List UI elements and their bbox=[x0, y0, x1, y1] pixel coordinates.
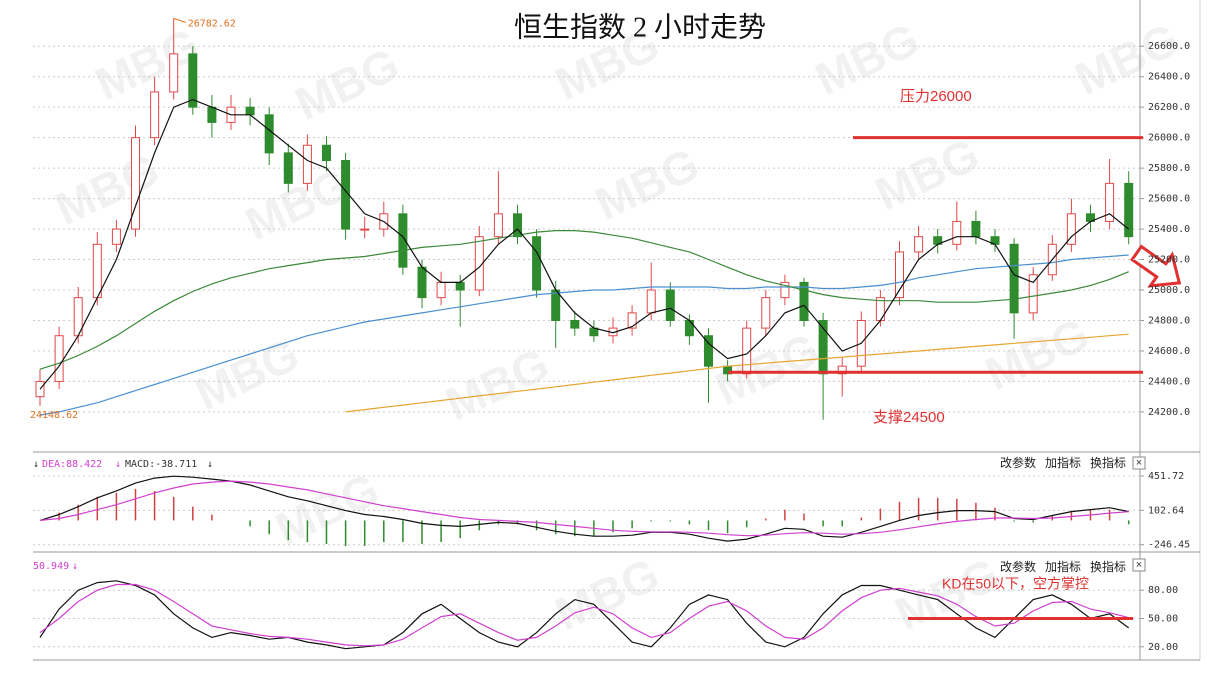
candle-body bbox=[92, 243, 102, 299]
candle-body bbox=[188, 53, 198, 108]
y-tick-label: 20.00 bbox=[1148, 642, 1178, 653]
candle-body bbox=[264, 114, 274, 154]
line-series bbox=[39, 583, 1129, 647]
y-tick-label: 102.64 bbox=[1148, 505, 1184, 516]
candle-body bbox=[474, 236, 484, 291]
candle-body bbox=[455, 281, 465, 291]
candle-body bbox=[837, 365, 847, 375]
candle-body bbox=[646, 289, 656, 314]
candle-body bbox=[302, 144, 312, 184]
candle-body bbox=[513, 213, 522, 238]
candle-body bbox=[952, 220, 962, 245]
level-label: 压力26000 bbox=[900, 88, 972, 105]
y-tick-label: 24600.0 bbox=[1148, 346, 1190, 357]
y-tick-label: 25800.0 bbox=[1148, 163, 1190, 174]
line-series bbox=[39, 98, 1130, 390]
y-tick-label: 26000.0 bbox=[1148, 133, 1190, 144]
close-button[interactable] bbox=[1132, 558, 1146, 572]
y-tick-label: -246.45 bbox=[1148, 540, 1190, 551]
y-tick-label: 25000.0 bbox=[1148, 285, 1190, 296]
candle-body bbox=[1105, 182, 1115, 222]
min-label: 24148.62 bbox=[30, 410, 78, 421]
y-tick-label: 24800.0 bbox=[1148, 315, 1190, 326]
toolbar-button[interactable]: 改参数 bbox=[1000, 455, 1036, 470]
y-tick-label: 24200.0 bbox=[1148, 407, 1190, 418]
candle-body bbox=[761, 297, 771, 329]
candle-body bbox=[684, 319, 694, 337]
y-tick-label: 26200.0 bbox=[1148, 102, 1190, 113]
candle-body bbox=[914, 236, 924, 253]
max-pointer bbox=[173, 17, 186, 23]
level-label: 支撑24500 bbox=[873, 409, 945, 426]
candle-body bbox=[360, 228, 370, 231]
candle-body bbox=[150, 91, 160, 139]
toolbar-button[interactable]: 改参数 bbox=[1000, 559, 1036, 574]
candle-body bbox=[971, 220, 981, 238]
toolbar-button[interactable]: 换指标 bbox=[1090, 559, 1126, 574]
candle-body bbox=[570, 319, 580, 329]
arrow-icon: ↓ bbox=[115, 459, 121, 470]
arrow-icon: ↓ bbox=[207, 459, 213, 470]
candle-body bbox=[54, 335, 64, 382]
y-tick-label: 50.00 bbox=[1148, 613, 1178, 624]
arrow-icon: ↓ bbox=[72, 561, 78, 572]
candle-body bbox=[1066, 213, 1076, 245]
line-series bbox=[39, 230, 1129, 370]
max-label: 26782.62 bbox=[188, 18, 236, 29]
line-series bbox=[39, 475, 1129, 542]
chart-title: 恒生指数 2 小时走势 bbox=[514, 11, 766, 43]
toolbar-button[interactable]: 加指标 bbox=[1045, 455, 1081, 470]
candle-body bbox=[131, 137, 140, 230]
candle-body bbox=[417, 266, 427, 299]
candle-body bbox=[322, 144, 331, 162]
candle-body bbox=[398, 213, 408, 268]
line-series bbox=[39, 480, 1129, 537]
candle-body bbox=[341, 160, 351, 230]
y-tick-label: 25400.0 bbox=[1148, 224, 1190, 235]
y-tick-label: 451.72 bbox=[1148, 471, 1184, 482]
candle-body bbox=[818, 319, 828, 375]
y-tick-label: 24400.0 bbox=[1148, 376, 1190, 387]
line-series bbox=[39, 580, 1130, 650]
kd-readout: 50.949 bbox=[33, 561, 69, 572]
level-label: KD在50以下，空方掌控 bbox=[942, 576, 1089, 592]
candle-body bbox=[665, 289, 675, 321]
line-series bbox=[39, 254, 1129, 416]
y-tick-label: 80.00 bbox=[1148, 585, 1178, 596]
dea-readout: DEA:88.422 bbox=[42, 459, 102, 470]
candle-body bbox=[704, 335, 713, 367]
candle-body bbox=[532, 236, 542, 291]
trend-arrow bbox=[1130, 244, 1182, 288]
candle-body bbox=[627, 312, 637, 329]
y-tick-label: 26400.0 bbox=[1148, 72, 1190, 83]
candle-body bbox=[895, 251, 904, 299]
candle-body bbox=[780, 281, 790, 299]
candle-body bbox=[799, 281, 809, 321]
y-tick-label: 25600.0 bbox=[1148, 194, 1190, 205]
candle-body bbox=[1124, 182, 1134, 238]
close-icon[interactable]: × bbox=[1136, 457, 1142, 469]
candle-body bbox=[1028, 274, 1038, 314]
candle-body bbox=[1009, 243, 1019, 314]
candle-body bbox=[551, 289, 561, 321]
toolbar-button[interactable]: 换指标 bbox=[1090, 455, 1126, 470]
y-tick-label: 26600.0 bbox=[1148, 41, 1190, 52]
macd-readout: MACD:-38.711 bbox=[125, 459, 197, 470]
arrow-shape bbox=[1130, 244, 1182, 288]
candle-body bbox=[283, 152, 293, 184]
toolbar-button[interactable]: 加指标 bbox=[1045, 559, 1081, 574]
candle-body bbox=[207, 106, 217, 123]
close-icon[interactable]: × bbox=[1136, 559, 1142, 571]
candle-body bbox=[245, 106, 255, 116]
candle-body bbox=[111, 228, 121, 245]
candle-body bbox=[436, 281, 446, 299]
arrow-icon: ↓ bbox=[33, 459, 39, 470]
y-tick-label: 25200.0 bbox=[1148, 255, 1190, 266]
candle-body bbox=[169, 53, 179, 93]
candle-body bbox=[493, 213, 503, 238]
line-series bbox=[345, 333, 1129, 413]
close-button[interactable] bbox=[1132, 456, 1146, 470]
